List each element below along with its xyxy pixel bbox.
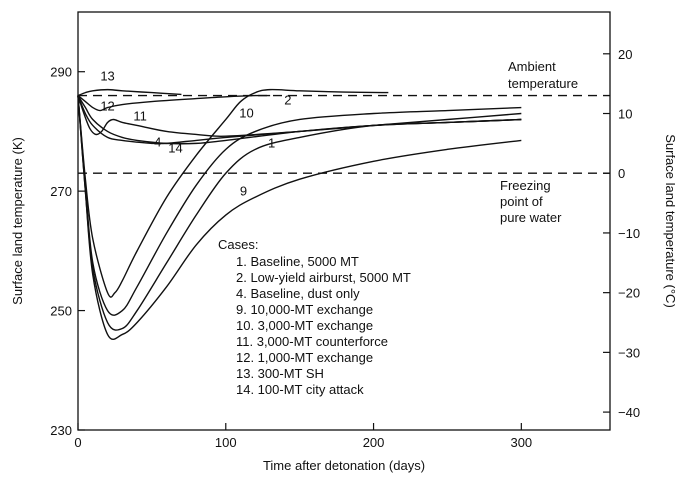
curve-label-1: 1 xyxy=(268,136,275,151)
series-line-2 xyxy=(77,95,522,316)
curve-labels: 13 12 11 10 2 4 14 1 9 xyxy=(100,69,291,199)
series-curves xyxy=(77,88,522,341)
ambient-label-line-1: Ambient xyxy=(508,59,556,74)
curve-label-2: 2 xyxy=(284,93,291,108)
x-ticks: 0 100 200 300 xyxy=(74,423,532,450)
curve-label-14: 14 xyxy=(168,140,182,155)
legend-item-14: 14. 100-MT city attack xyxy=(236,382,364,397)
legend-item-10: 10. 3,000-MT exchange xyxy=(236,318,373,333)
y-right-tick-label: −30 xyxy=(618,345,640,360)
series-line-10 xyxy=(77,88,389,298)
y-right-tick-label: −20 xyxy=(618,286,640,301)
y-right-axis-title: Surface land temperature (°C) xyxy=(663,134,675,308)
y-right-tick-label: −10 xyxy=(618,226,640,241)
series-line-12 xyxy=(77,94,271,112)
y-right-tick-label: −40 xyxy=(618,405,640,420)
ambient-label-line-2: temperature xyxy=(508,76,578,91)
series-line-13 xyxy=(77,88,182,97)
legend-item-1: 1. Baseline, 5000 MT xyxy=(236,254,359,269)
curve-label-11: 11 xyxy=(133,109,147,124)
legend-item-9: 9. 10,000-MT exchange xyxy=(236,302,373,317)
y-left-tick-label: 270 xyxy=(50,184,72,199)
legend: Cases: 1. Baseline, 5000 MT 2. Low-yield… xyxy=(218,237,411,397)
curve-label-4: 4 xyxy=(154,134,161,149)
curve-label-13: 13 xyxy=(100,69,114,84)
y-left-tick-label: 250 xyxy=(50,304,72,319)
y-right-tick-label: 20 xyxy=(618,47,632,62)
series-line-9 xyxy=(77,95,522,341)
x-tick-label: 300 xyxy=(510,435,532,450)
freezing-label-line-3: pure water xyxy=(500,210,562,225)
y-left-ticks: 230 250 270 290 xyxy=(50,65,85,438)
series-line-14 xyxy=(77,95,522,145)
legend-item-12: 12. 1,000-MT exchange xyxy=(236,350,373,365)
y-right-ticks: 20 10 0 −10 −20 −30 −40 xyxy=(603,47,640,420)
y-left-tick-label: 290 xyxy=(50,65,72,80)
curve-label-12: 12 xyxy=(100,99,114,114)
x-tick-label: 0 xyxy=(74,435,81,450)
legend-item-11: 11. 3,000-MT counterforce xyxy=(236,334,388,349)
y-left-axis-title: Surface land temperature (K) xyxy=(10,137,25,305)
legend-item-13: 13. 300-MT SH xyxy=(236,366,324,381)
plot-frame xyxy=(77,11,611,431)
curve-label-10: 10 xyxy=(239,106,253,121)
legend-item-4: 4. Baseline, dust only xyxy=(236,286,360,301)
curve-label-9: 9 xyxy=(240,183,247,198)
legend-item-2: 2. Low-yield airburst, 5000 MT xyxy=(236,270,411,285)
reference-lines xyxy=(78,94,610,174)
x-tick-label: 200 xyxy=(363,435,385,450)
y-right-tick-label: 10 xyxy=(618,107,632,122)
x-axis-title: Time after detonation (days) xyxy=(263,458,425,473)
x-tick-label: 100 xyxy=(215,435,237,450)
y-left-tick-label: 230 xyxy=(50,423,72,438)
y-right-tick-label: 0 xyxy=(618,166,625,181)
freezing-label-line-1: Freezing xyxy=(500,178,551,193)
freezing-label-line-2: point of xyxy=(500,194,543,209)
legend-title: Cases: xyxy=(218,237,258,252)
